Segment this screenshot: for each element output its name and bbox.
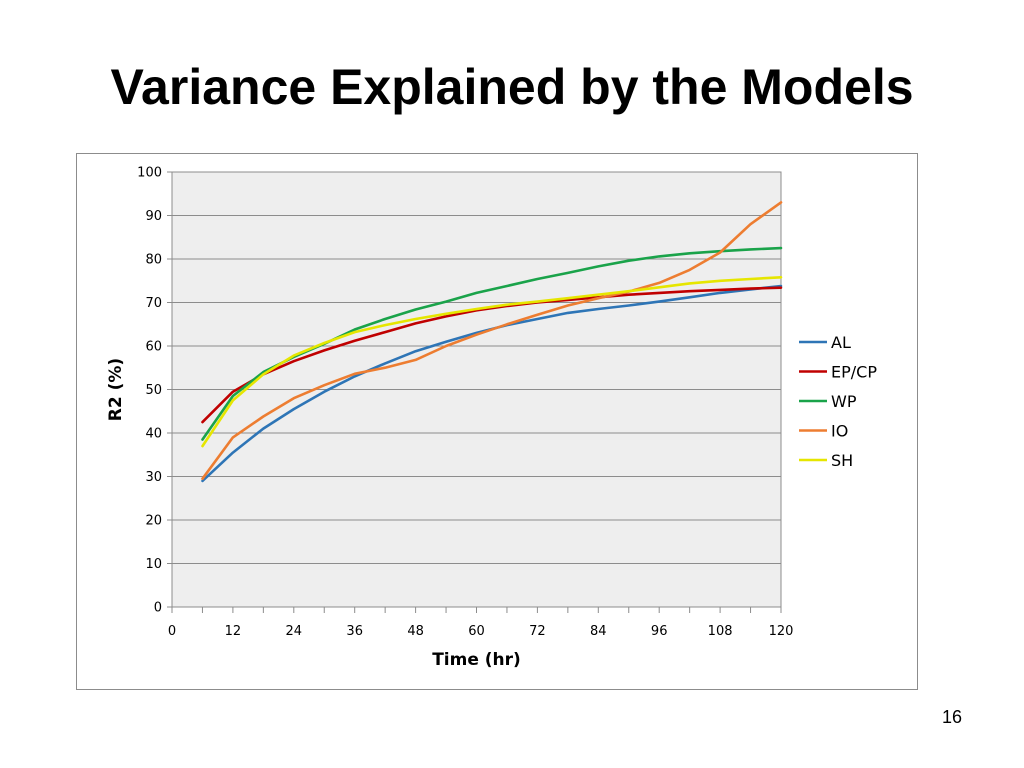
y-tick-label: 50 [145, 383, 162, 398]
x-tick-label: 36 [346, 624, 363, 639]
y-axis-title: R2 (%) [106, 358, 126, 421]
legend-label-al: AL [831, 333, 851, 352]
y-tick-label: 80 [145, 253, 162, 268]
x-tick-label: 48 [407, 624, 424, 639]
legend-label-io: IO [831, 422, 848, 441]
x-tick-label: 0 [168, 624, 176, 639]
x-axis-title: Time (hr) [432, 650, 521, 670]
y-tick-label: 30 [145, 470, 162, 485]
x-tick-label: 60 [468, 624, 485, 639]
y-tick-label: 70 [145, 296, 162, 311]
x-tick-label: 12 [225, 624, 242, 639]
legend-label-sh: SH [831, 451, 853, 470]
x-tick-label: 120 [769, 624, 794, 639]
chart-frame: 0 10 20 30 40 50 60 70 80 90 100 0 12 24 36 48 60 72 84 96 1… [76, 153, 918, 690]
series-group [201, 201, 783, 483]
axes: 0 10 20 30 40 50 60 70 80 90 100 0 12 24 36 48 60 72 84 96 1… [106, 166, 793, 671]
x-tick-label: 72 [529, 624, 546, 639]
y-tick-label: 20 [145, 514, 162, 529]
series-line-io [201, 201, 783, 481]
y-tick-label: 40 [145, 427, 162, 442]
y-tick-label: 90 [145, 209, 162, 224]
x-tick-label: 84 [590, 624, 607, 639]
x-tick-label: 96 [651, 624, 668, 639]
x-tick-label: 24 [286, 624, 303, 639]
legend: AL EP/CP WP IO SH [799, 333, 877, 470]
x-tick-label: 108 [708, 624, 733, 639]
y-tick-label: 10 [145, 557, 162, 572]
y-tick-label: 0 [154, 601, 162, 616]
plot-area [171, 171, 782, 608]
y-tick-label: 60 [145, 340, 162, 355]
legend-label-ep-cp: EP/CP [831, 363, 877, 382]
legend-label-wp: WP [831, 392, 857, 411]
y-tick-label: 100 [137, 166, 162, 181]
series-line-sh [201, 276, 783, 448]
page-number: 16 [941, 707, 962, 727]
slide-title: Variance Explained by the Models [110, 59, 914, 115]
line-chart: 0 10 20 30 40 50 60 70 80 90 100 0 12 24 36 48 60 72 84 96 1… [106, 166, 877, 671]
